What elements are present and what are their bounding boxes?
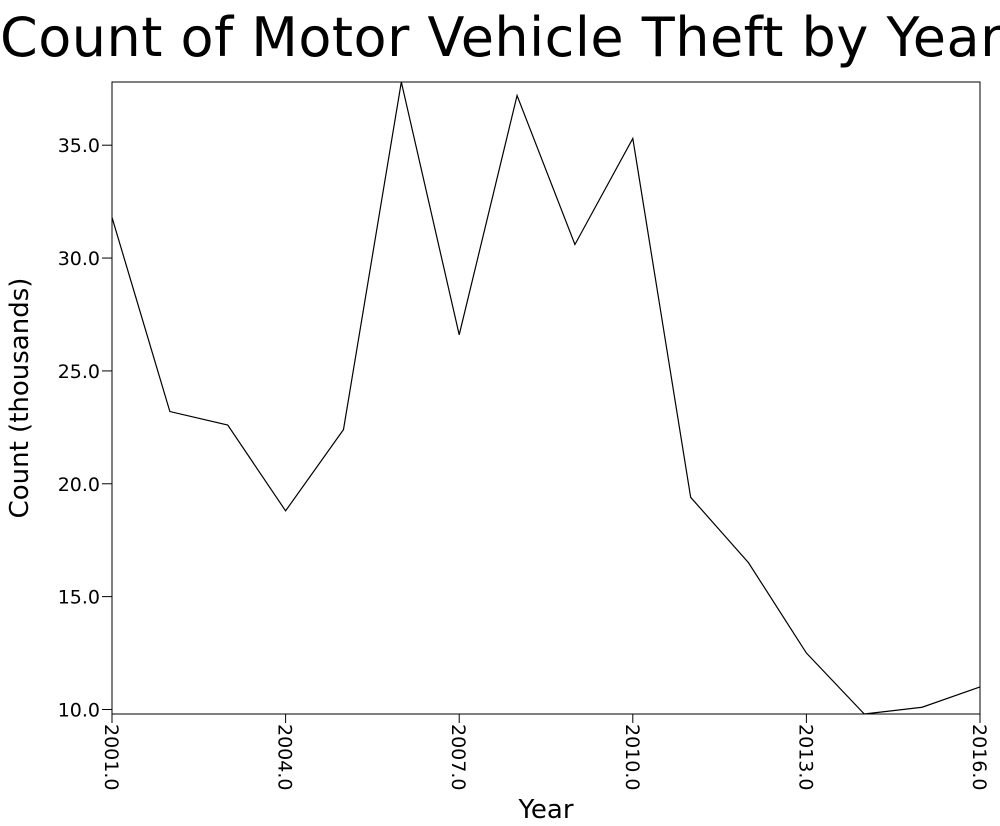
series-line-0 — [111, 81, 981, 715]
data-point — [806, 652, 807, 653]
data-point — [690, 497, 691, 498]
x-tick-label: 2007.0 — [447, 724, 469, 790]
y-tick-label: 10.0 — [58, 699, 100, 721]
x-axis: 2001.0 2004.0 2007.0 2010.0 2013.0 2016.0 — [100, 714, 990, 790]
x-tick-label: 2004.0 — [274, 724, 296, 790]
data-point — [401, 81, 402, 82]
data-point — [459, 334, 460, 335]
data-point — [516, 95, 517, 96]
x-tick-label: 2016.0 — [968, 724, 990, 790]
x-tick-label: 2001.0 — [100, 724, 122, 790]
data-point — [748, 562, 749, 563]
y-tick-label: 15.0 — [58, 587, 100, 609]
y-axis: 10.0 15.0 20.0 25.0 30.0 35.0 — [58, 135, 112, 721]
data-point — [285, 510, 286, 511]
x-tick-label: 2013.0 — [794, 724, 816, 790]
data-point — [922, 707, 923, 708]
y-tick-label: 20.0 — [58, 474, 100, 496]
data-point — [111, 217, 112, 218]
plot-frame — [111, 81, 981, 715]
data-point — [632, 138, 633, 139]
y-tick-label: 25.0 — [58, 361, 100, 383]
y-axis-label: Count (thousands) — [5, 278, 35, 519]
data-point — [574, 244, 575, 245]
data-point — [169, 411, 170, 412]
chart-title: Count of Motor Vehicle Theft by Year — [0, 6, 1000, 69]
series-layer — [111, 81, 981, 715]
data-point — [979, 686, 980, 687]
y-tick-label: 35.0 — [58, 135, 100, 157]
y-tick-label: 30.0 — [58, 248, 100, 270]
data-point — [343, 429, 344, 430]
x-tick-label: 2010.0 — [621, 724, 643, 790]
data-point — [864, 713, 865, 714]
data-point — [227, 424, 228, 425]
x-axis-label: Year — [517, 795, 573, 825]
